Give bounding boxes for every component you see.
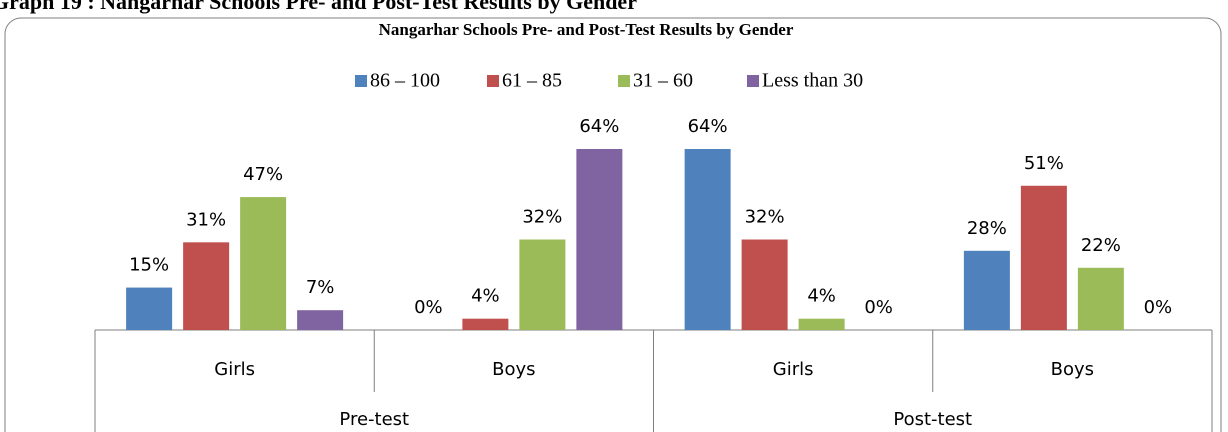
bar xyxy=(519,239,566,330)
data-label: 32% xyxy=(522,207,562,228)
data-label: 15% xyxy=(129,255,169,276)
x-tick-label: Boys xyxy=(1051,359,1094,380)
bar xyxy=(1077,267,1124,330)
bar xyxy=(297,310,344,330)
data-label: 47% xyxy=(243,164,283,185)
data-label: 51% xyxy=(1024,153,1064,174)
x-tick-label: Boys xyxy=(492,359,535,380)
bar xyxy=(684,149,731,330)
x-tick-label: Girls xyxy=(214,359,255,380)
bar xyxy=(798,318,845,330)
legend-swatch xyxy=(355,75,367,87)
data-label: 0% xyxy=(414,297,443,318)
bar xyxy=(462,318,509,330)
data-label: 64% xyxy=(688,116,728,137)
legend-label: 61 – 85 xyxy=(502,70,562,92)
bar xyxy=(126,287,173,330)
data-label: 28% xyxy=(967,218,1007,239)
group-label: Pre-test xyxy=(339,409,409,430)
data-label: 31% xyxy=(186,209,226,230)
data-label: 7% xyxy=(306,277,335,298)
legend-label: 31 – 60 xyxy=(633,70,693,92)
group-label: Post-test xyxy=(893,409,972,430)
data-label: 64% xyxy=(579,116,619,137)
data-label: 4% xyxy=(471,286,500,307)
legend-label: 86 – 100 xyxy=(370,70,440,92)
bar xyxy=(240,197,287,330)
data-label: 0% xyxy=(864,297,893,318)
legend-label: Less than 30 xyxy=(762,70,863,92)
chart-title: Nangarhar Schools Pre- and Post-Test Res… xyxy=(379,20,794,39)
data-label: 32% xyxy=(745,207,785,228)
bar xyxy=(741,239,788,330)
bar xyxy=(963,250,1010,330)
data-label: 22% xyxy=(1081,235,1121,256)
bar xyxy=(1020,185,1067,330)
data-label: 0% xyxy=(1144,297,1173,318)
page-heading: Graph 19 : Nangarhar Schools Pre- and Po… xyxy=(0,0,637,14)
legend-swatch xyxy=(618,75,630,87)
bar xyxy=(576,149,623,330)
x-tick-label: Girls xyxy=(773,359,814,380)
legend-swatch xyxy=(747,75,759,87)
legend-swatch xyxy=(487,75,499,87)
bar xyxy=(183,242,230,330)
data-label: 4% xyxy=(807,286,836,307)
